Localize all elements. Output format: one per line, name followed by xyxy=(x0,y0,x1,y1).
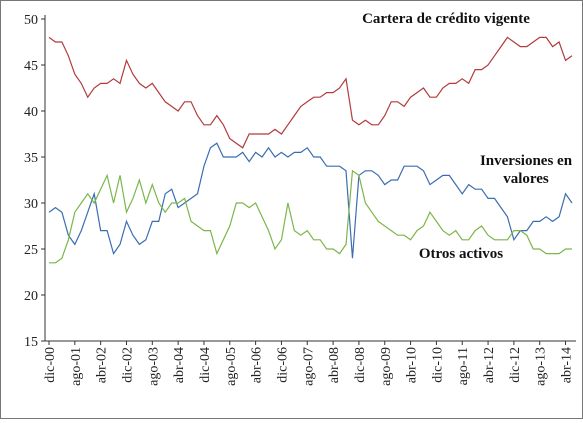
y-tick-label: 45 xyxy=(24,59,38,74)
y-tick-label: 20 xyxy=(24,289,38,304)
x-tick-label: dic-04 xyxy=(198,347,213,383)
x-tick-label: abr-06 xyxy=(250,347,265,383)
x-tick-label: ago-05 xyxy=(224,347,239,386)
x-tick-label: dic-06 xyxy=(275,347,290,383)
x-tick-label: dic-08 xyxy=(353,347,368,383)
x-tick-label: dic-10 xyxy=(430,347,445,383)
series-line xyxy=(48,36,573,149)
x-tick-label: dic-02 xyxy=(120,347,135,383)
x-tick-label: abr-04 xyxy=(172,347,187,383)
y-tick-label: 40 xyxy=(24,105,38,120)
x-tick-label: ago-01 xyxy=(69,347,84,386)
y-tick-label: 35 xyxy=(24,151,38,166)
y-tick-label: 50 xyxy=(24,13,38,28)
x-tick-label: dic-12 xyxy=(508,347,523,383)
x-tick-label: ago-03 xyxy=(146,347,161,386)
y-tick-label: 25 xyxy=(24,243,38,258)
series-label: Cartera de crédito vigente xyxy=(362,11,530,27)
x-tick-label: abr-14 xyxy=(560,347,575,383)
y-tick-label: 30 xyxy=(24,197,38,212)
x-tick-label: abr-10 xyxy=(405,347,420,383)
x-tick-label: dic-00 xyxy=(43,347,58,383)
x-tick-label: ago-13 xyxy=(534,347,549,386)
series-label: Inversiones en valores xyxy=(479,153,573,187)
x-tick-label: abr-02 xyxy=(95,347,110,383)
x-tick-label: abr-12 xyxy=(482,347,497,383)
x-tick-label: ago-07 xyxy=(301,347,316,386)
y-tick-label: 15 xyxy=(24,335,38,350)
x-tick-label: ago-09 xyxy=(379,347,394,386)
series-line xyxy=(49,169,572,264)
x-tick-label: ago-11 xyxy=(456,347,471,385)
x-tick-label: abr-08 xyxy=(327,347,342,383)
series-line xyxy=(48,142,573,259)
series-label: Otros activos xyxy=(418,246,504,262)
